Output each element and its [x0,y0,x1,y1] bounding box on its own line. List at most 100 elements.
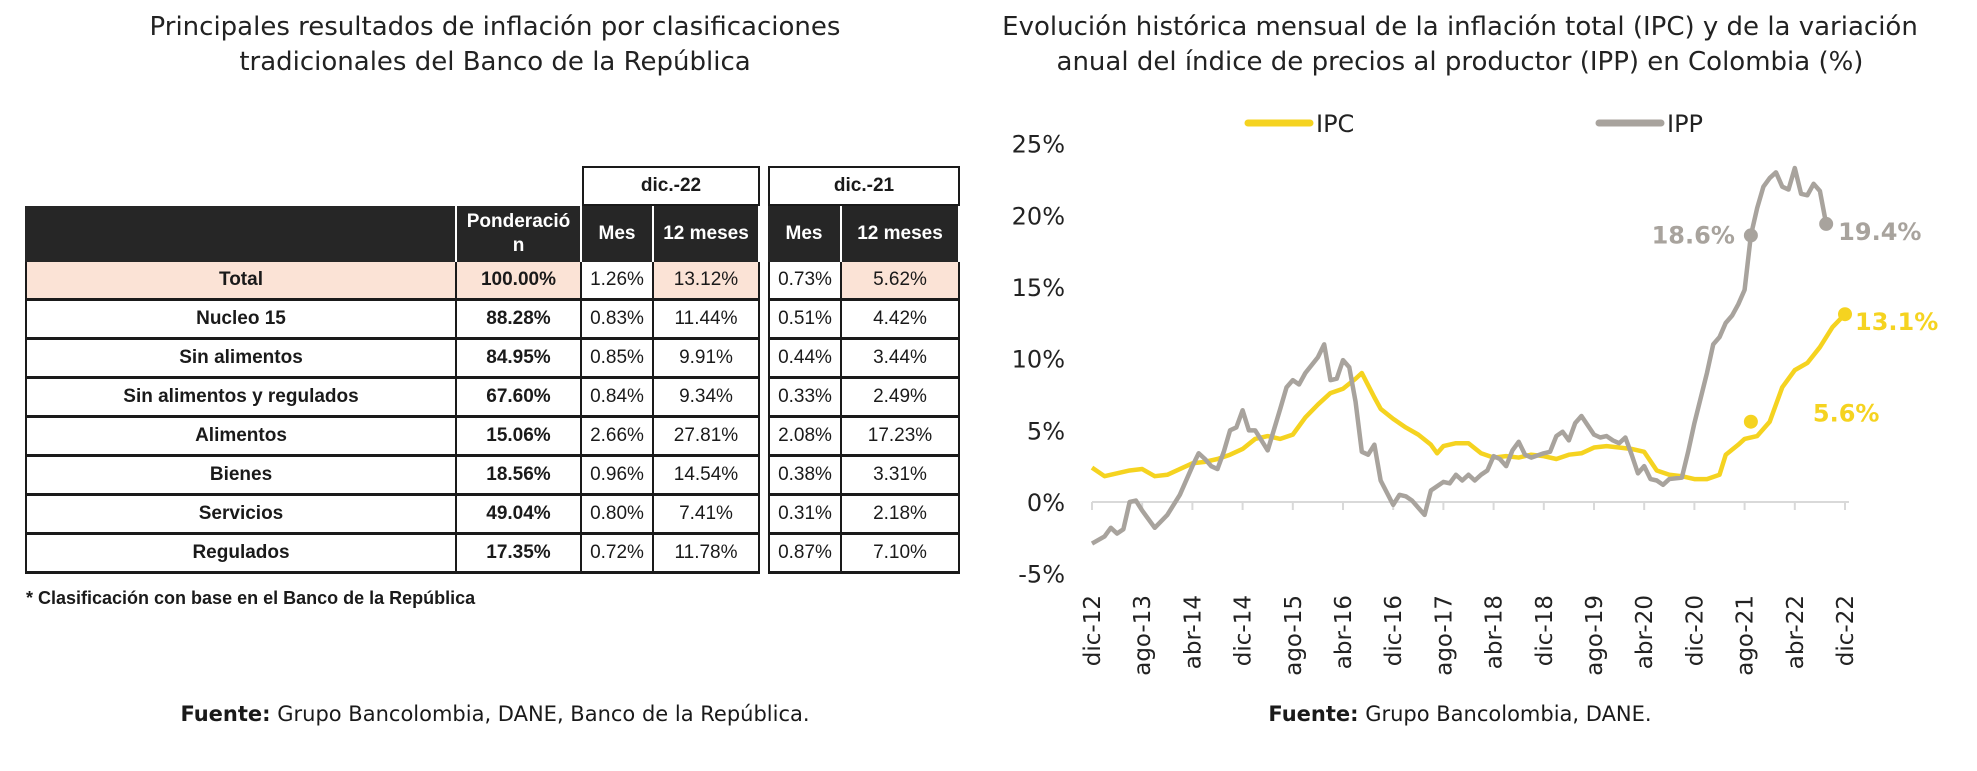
chart-title: Evolución histórica mensual de la inflac… [990,10,1930,80]
y-tick-label: 5% [1027,417,1065,445]
data-point-marker [1743,414,1758,429]
y-tick-label: -5% [1018,561,1065,589]
table-row: Sin alimentos y regulados 67.60% 0.84% 9.34… [25,379,960,418]
cell-value: 3.31% [842,457,960,496]
cell-value: 2.49% [842,379,960,418]
cell-value: 0.96% [582,457,654,496]
chart-title-line: anual del índice de precios al productor… [1056,47,1864,77]
cell-value: 9.91% [654,340,760,379]
table-row: Bienes 18.56% 0.96% 14.54% 0.38% 3.31% [25,457,960,496]
table-footnote: * Clasificación con base en el Banco de … [26,588,476,608]
x-tick-label: dic-16 [1381,595,1407,666]
cell-value: 49.04% [457,496,582,535]
cell-value: 18.56% [457,457,582,496]
data-label: 19.4% [1838,218,1921,246]
x-tick-label: ago-17 [1431,595,1457,676]
left-source: Fuente: Grupo Bancolombia, DANE, Banco d… [20,702,970,726]
source-label: Fuente: [180,702,271,726]
y-tick-label: 10% [1012,346,1065,374]
cell-value: 88.28% [457,301,582,340]
table-row: Nucleo 15 88.28% 0.83% 11.44% 0.51% 4.42% [25,301,960,340]
row-label: Sin alimentos y regulados [25,379,457,418]
table-title-line: tradicionales del Banco de la República [239,47,751,77]
cell-value: 5.62% [842,262,960,301]
x-tick-label: abr-22 [1783,595,1809,669]
legend-label: IPC [1316,110,1354,138]
data-label: 13.1% [1855,308,1938,336]
table-row: Total 100.00% 1.26% 13.12% 0.73% 5.62% [25,262,960,301]
cell-value: 7.10% [842,535,960,574]
cell-value: 13.12% [654,262,760,301]
data-point-marker [1819,216,1834,231]
row-label: Alimentos [25,418,457,457]
source-label: Fuente: [1268,702,1359,726]
series-line-ipp [1090,165,1829,546]
table-row: Alimentos 15.06% 2.66% 27.81% 2.08% 17.23% [25,418,960,457]
row-label: Bienes [25,457,457,496]
y-tick-label: 25% [1012,131,1065,159]
x-tick-label: abr-14 [1180,595,1206,669]
right-source: Fuente: Grupo Bancolombia, DANE. [990,702,1930,726]
cell-value: 4.42% [842,301,960,340]
col-header: Mes [768,206,842,262]
y-tick-label: 0% [1027,489,1065,517]
table-title-line: Principales resultados de inflación por … [149,12,841,42]
row-label: Sin alimentos [25,340,457,379]
row-label: Servicios [25,496,457,535]
x-tick-label: ago-21 [1733,595,1759,676]
cell-value: 0.31% [768,496,842,535]
y-tick-label: 15% [1012,274,1065,302]
cell-value: 0.44% [768,340,842,379]
source-text: Grupo Bancolombia, DANE, Banco de la Rep… [270,702,810,726]
x-tick-label: ago-15 [1281,595,1307,676]
table-row: Regulados 17.35% 0.72% 11.78% 0.87% 7.10% [25,535,960,574]
cell-value: 0.85% [582,340,654,379]
x-tick-label: dic-22 [1833,595,1859,666]
cell-value: 67.60% [457,379,582,418]
cell-value: 2.66% [582,418,654,457]
x-tick-label: ago-13 [1130,595,1156,676]
x-tick-label: dic-20 [1682,595,1708,666]
cell-value: 9.34% [654,379,760,418]
cell-value: 2.08% [768,418,842,457]
cell-value: 11.78% [654,535,760,574]
group-header-dic22: dic.-22 [582,166,760,206]
cell-value: 17.23% [842,418,960,457]
x-tick-label: dic-12 [1080,595,1106,666]
cell-value: 0.87% [768,535,842,574]
col-header: Ponderació n [457,206,582,262]
cell-value: 84.95% [457,340,582,379]
table-row: Sin alimentos 84.95% 0.85% 9.91% 0.44% 3.44% [25,340,960,379]
cell-value: 27.81% [654,418,760,457]
cell-value: 0.51% [768,301,842,340]
data-point-marker [1743,228,1758,243]
x-tick-label: abr-20 [1632,595,1658,669]
chart-title-line: Evolución histórica mensual de la inflac… [1002,12,1918,42]
x-tick-label: ago-19 [1582,595,1608,676]
data-label: 5.6% [1813,400,1880,428]
legend-label: IPP [1667,110,1703,138]
table-row: Servicios 49.04% 0.80% 7.41% 0.31% 2.18% [25,496,960,535]
x-tick-label: dic-14 [1231,595,1257,666]
row-label: Nucleo 15 [25,301,457,340]
y-tick-label: 20% [1012,202,1065,230]
cell-value: 14.54% [654,457,760,496]
x-tick-label: abr-18 [1482,595,1508,669]
cell-value: 7.41% [654,496,760,535]
source-text: Grupo Bancolombia, DANE. [1358,702,1652,726]
inflation-table: dic.-22 dic.-21 Ponderació n Mes 12 mese… [25,166,960,574]
cell-value: 15.06% [457,418,582,457]
cell-value: 2.18% [842,496,960,535]
cell-value: 0.73% [768,262,842,301]
col-header: 12 meses [842,206,960,262]
cell-value: 0.72% [582,535,654,574]
group-header-dic21: dic.-21 [768,166,960,206]
x-tick-label: dic-18 [1532,595,1558,666]
cell-value: 1.26% [582,262,654,301]
cell-value: 0.84% [582,379,654,418]
data-label: 18.6% [1652,221,1735,249]
cell-value: 11.44% [654,301,760,340]
col-header: Mes [582,206,654,262]
cell-value: 100.00% [457,262,582,301]
table-title: Principales resultados de inflación por … [20,10,970,80]
